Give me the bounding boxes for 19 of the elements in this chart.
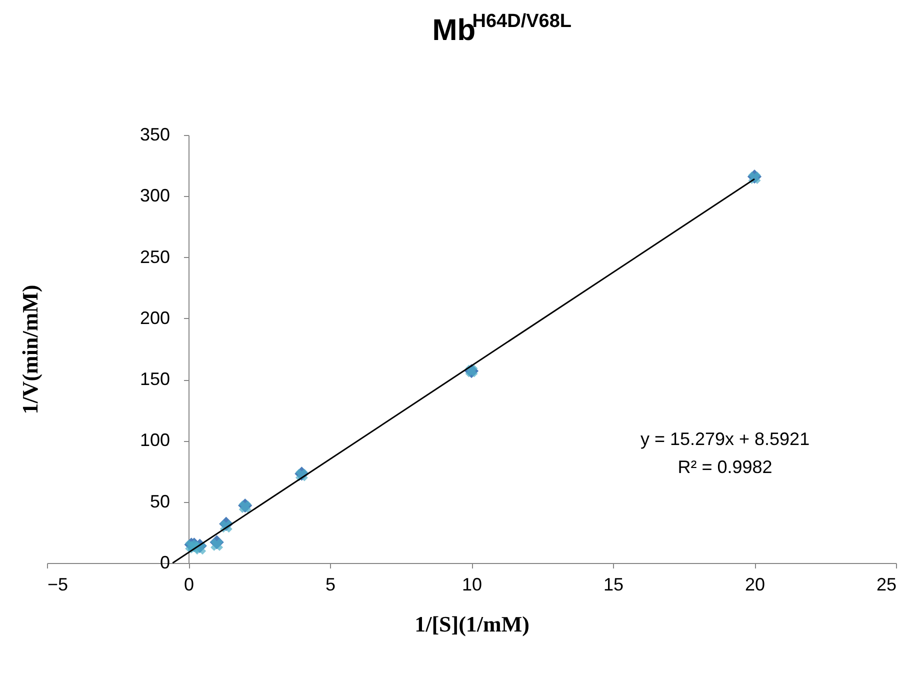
annotation: R² = 0.9982 [678, 457, 772, 477]
x-tick-label: −5 [48, 574, 68, 594]
y-tick-label: 0 [160, 552, 170, 572]
y-tick-label: 150 [140, 369, 170, 390]
x-tick-label: 25 [876, 574, 896, 594]
y-tick-label: 350 [140, 124, 170, 144]
x-axis-title: 1/[S](1/mM) [414, 612, 530, 636]
y-tick-label: 200 [140, 308, 170, 328]
x-tick-label: 0 [184, 574, 194, 594]
y-axis-title: 1/V(min/mM) [18, 284, 42, 414]
y-tick-label: 50 [150, 491, 170, 512]
y-tick-label: 300 [140, 186, 170, 206]
x-tick-label: 15 [603, 574, 624, 594]
x-tick-label: 5 [325, 574, 336, 594]
x-tick-label: 20 [744, 574, 766, 594]
y-tick-label: 250 [140, 246, 170, 267]
y-tick-label: 100 [140, 430, 170, 450]
x-tick-label: 10 [462, 574, 482, 594]
annotation: y = 15.279x + 8.5921 [640, 429, 810, 449]
